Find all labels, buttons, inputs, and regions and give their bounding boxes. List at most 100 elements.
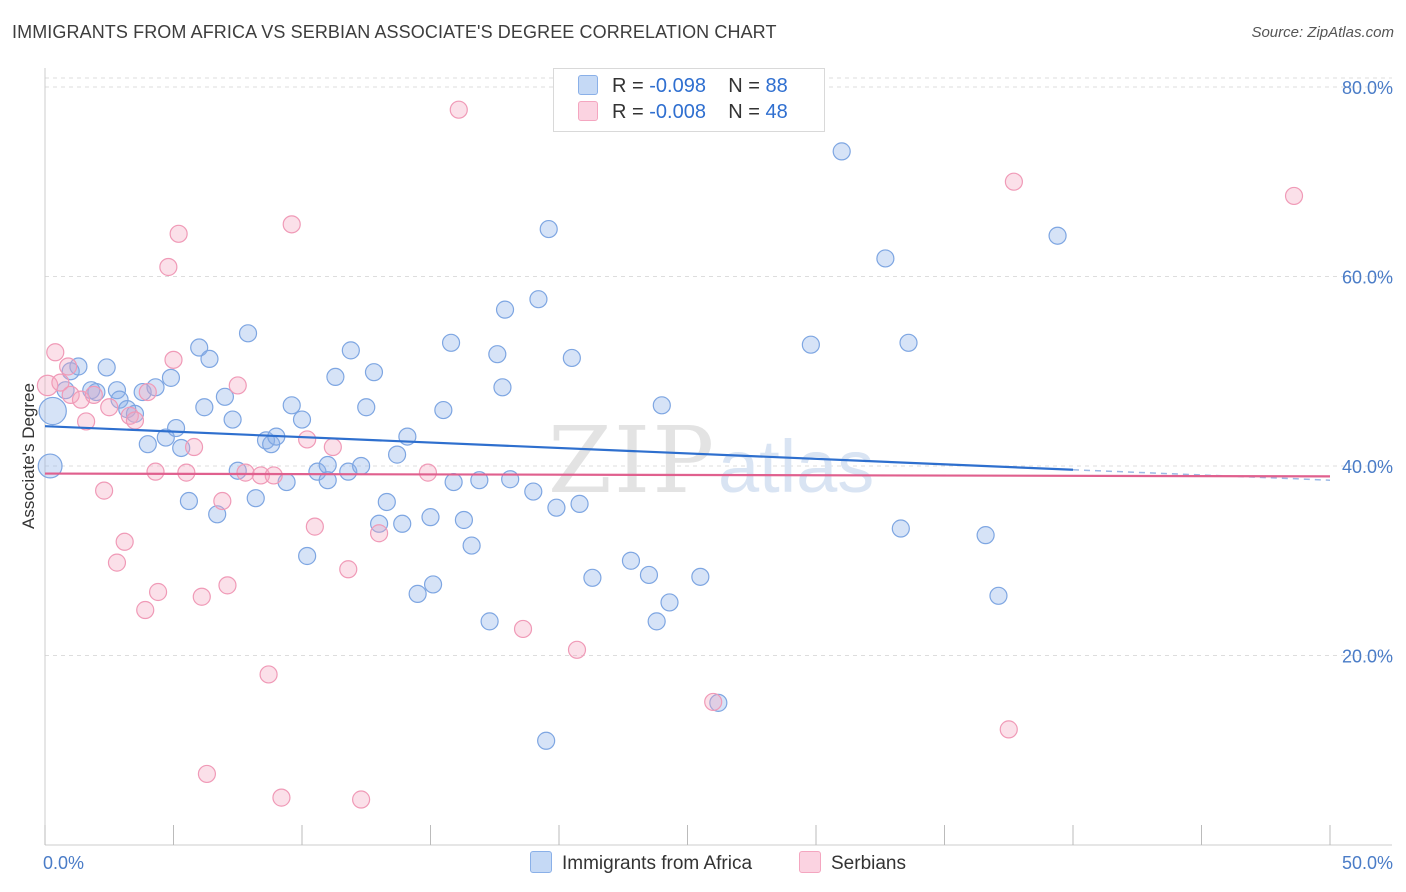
watermark-atlas: atlas xyxy=(718,425,874,508)
serbians-point xyxy=(100,398,119,417)
n-label: N = xyxy=(728,101,760,123)
africa-point xyxy=(441,333,461,352)
africa-point xyxy=(539,219,558,239)
africa-trend-extension xyxy=(1072,469,1331,481)
africa-point xyxy=(318,455,337,475)
africa-point xyxy=(488,345,507,364)
serbians-point xyxy=(370,524,389,543)
africa-point xyxy=(352,456,371,476)
africa-point xyxy=(660,593,679,612)
serbians-trend-line xyxy=(44,472,1331,478)
africa-point xyxy=(495,300,515,319)
africa-point xyxy=(537,731,556,750)
africa-point xyxy=(110,390,129,409)
africa-point xyxy=(801,335,820,354)
africa-point xyxy=(434,400,453,420)
serbians-point xyxy=(272,788,291,807)
africa-point xyxy=(97,358,116,377)
serbians-point xyxy=(236,463,255,482)
africa-point xyxy=(583,568,602,587)
africa-point xyxy=(652,396,671,415)
serbians-point xyxy=(61,385,80,405)
africa-point xyxy=(480,612,499,631)
y-tick-label: 60.0% xyxy=(1342,267,1393,287)
serbians-point xyxy=(197,764,217,784)
africa-point xyxy=(493,378,512,397)
serbians-point xyxy=(1004,172,1023,191)
serbians-point xyxy=(323,437,342,457)
africa-point xyxy=(246,489,265,508)
x-tick-label: 0.0% xyxy=(43,853,84,873)
serbians-point xyxy=(192,587,211,606)
africa-point xyxy=(709,693,728,712)
serbians-point xyxy=(115,532,134,551)
serbians-point xyxy=(136,600,155,620)
africa-point xyxy=(989,586,1008,605)
africa-point xyxy=(444,472,463,492)
africa-n-value: 88 xyxy=(765,75,788,97)
africa-point xyxy=(393,514,412,533)
y-tick-label: 80.0% xyxy=(1342,78,1393,98)
serbians-point xyxy=(213,491,232,511)
africa-point xyxy=(364,363,384,382)
serbians-point xyxy=(77,412,96,431)
africa-legend-swatch xyxy=(530,851,552,873)
africa-point xyxy=(87,382,106,402)
source-label: Source: ZipAtlas.com xyxy=(1251,24,1394,41)
africa-point xyxy=(899,333,918,352)
serbians-point xyxy=(228,376,247,395)
africa-point xyxy=(326,367,345,387)
africa-point xyxy=(501,470,520,489)
africa-point xyxy=(562,348,581,368)
serbians-point xyxy=(1284,186,1304,206)
africa-point xyxy=(161,368,181,387)
serbians-point xyxy=(169,224,188,243)
serbians-point xyxy=(513,619,533,639)
serbians-point xyxy=(51,373,70,392)
serbians-point xyxy=(146,462,165,481)
africa-point xyxy=(238,324,258,343)
serbians-legend-swatch xyxy=(799,851,821,873)
africa-point xyxy=(292,410,312,429)
serbians-point xyxy=(138,382,157,402)
serbians-point xyxy=(259,665,278,684)
serbians-point xyxy=(164,350,183,369)
serbians-point xyxy=(84,385,103,405)
serbians-legend-label: Serbians xyxy=(831,853,906,874)
legend-item-serbians: Serbians xyxy=(799,851,906,875)
x-tick-label: 50.0% xyxy=(1342,853,1393,873)
africa-point xyxy=(639,565,659,585)
serbians-r-value: -0.008 xyxy=(649,101,706,123)
africa-point xyxy=(215,387,234,406)
africa-point xyxy=(621,551,641,570)
africa-point xyxy=(547,498,566,517)
serbians-swatch xyxy=(578,101,598,121)
serbians-point xyxy=(46,343,65,362)
africa-point xyxy=(387,445,407,464)
africa-point xyxy=(524,482,543,501)
correlation-legend: R = -0.098 N = 88 R = -0.008 N = 48 xyxy=(553,68,825,132)
serbians-point xyxy=(251,466,270,485)
africa-point xyxy=(179,491,199,511)
africa-point xyxy=(377,492,396,512)
africa-point xyxy=(370,514,389,533)
africa-legend-label: Immigrants from Africa xyxy=(562,853,753,874)
africa-point xyxy=(190,338,209,357)
serbians-point xyxy=(218,576,237,595)
africa-point xyxy=(318,471,337,490)
africa-point xyxy=(876,249,895,268)
africa-swatch xyxy=(578,75,598,95)
y-tick-label: 20.0% xyxy=(1342,646,1393,666)
africa-point xyxy=(691,567,710,586)
serbians-point xyxy=(305,517,324,536)
africa-point xyxy=(832,142,851,161)
africa-point xyxy=(454,510,474,530)
legend-row-africa: R = -0.098 N = 88 xyxy=(578,75,788,101)
serbians-point xyxy=(148,582,168,602)
serbians-point xyxy=(264,466,283,485)
serbians-point xyxy=(418,463,438,482)
n-label: N = xyxy=(728,75,760,97)
legend-row-serbians: R = -0.008 N = 48 xyxy=(578,101,788,127)
africa-point xyxy=(341,341,360,360)
